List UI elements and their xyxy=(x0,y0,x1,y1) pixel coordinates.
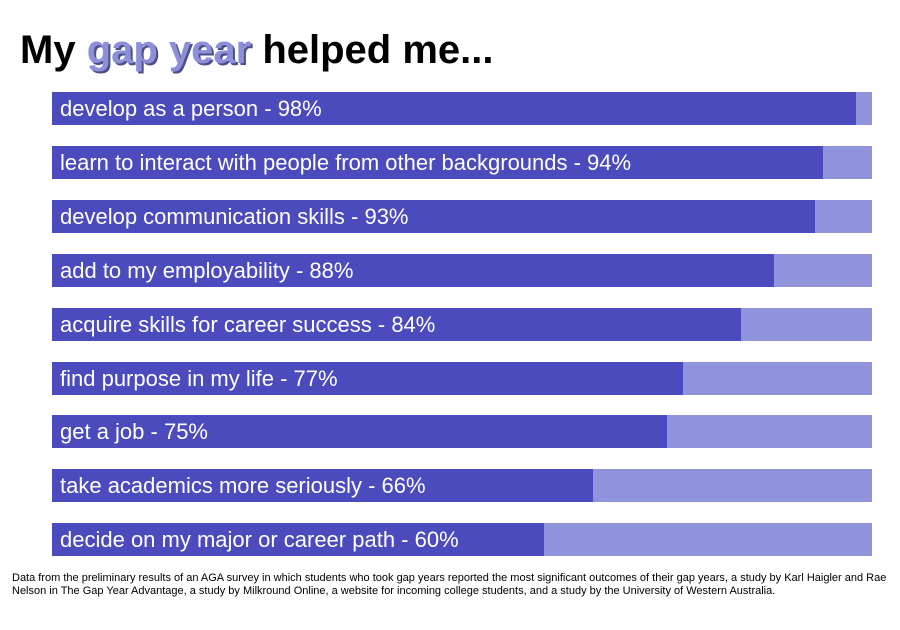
title-prefix: My xyxy=(20,28,87,72)
bar-track-5: acquire skills for career success - 84% xyxy=(52,308,872,341)
bar-1 xyxy=(52,92,856,125)
bar-track-6: find purpose in my life - 77% xyxy=(52,362,872,395)
source-footnote: Data from the preliminary results of an … xyxy=(12,572,887,597)
bar-2 xyxy=(52,146,823,179)
chart-title: My gap year helped me... xyxy=(20,28,494,72)
title-suffix: helped me... xyxy=(251,28,494,72)
bar-track-1: develop as a person - 98% xyxy=(52,92,872,125)
bar-6 xyxy=(52,362,683,395)
bar-track-4: add to my employability - 88% xyxy=(52,254,872,287)
bar-label-2: learn to interact with people from other… xyxy=(60,150,632,175)
title-highlight: gap year xyxy=(86,28,252,72)
bar-label-5: acquire skills for career success - 84% xyxy=(60,312,436,337)
bar-7 xyxy=(52,415,667,448)
bar-label-7: get a job - 75% xyxy=(60,419,208,444)
bar-label-4: add to my employability - 88% xyxy=(60,258,354,283)
bar-label-6: find purpose in my life - 77% xyxy=(60,366,338,391)
bar-5 xyxy=(52,308,741,341)
bar-track-9: decide on my major or career path - 60% xyxy=(52,523,872,556)
bar-3 xyxy=(52,200,815,233)
bar-8 xyxy=(52,469,593,502)
bar-4 xyxy=(52,254,774,287)
bar-chart: develop as a person - 98% learn to intera… xyxy=(52,92,872,556)
bar-track-3: develop communication skills - 93% xyxy=(52,200,872,233)
bar-track-8: take academics more seriously - 66% xyxy=(52,469,872,502)
bar-label-1: develop as a person - 98% xyxy=(60,96,322,121)
bar-label-8: take academics more seriously - 66% xyxy=(60,473,426,498)
bar-label-3: develop communication skills - 93% xyxy=(60,204,409,229)
bar-9 xyxy=(52,523,544,556)
bar-label-9: decide on my major or career path - 60% xyxy=(60,527,459,552)
bar-track-2: learn to interact with people from other… xyxy=(52,146,872,179)
bar-track-7: get a job - 75% xyxy=(52,415,872,448)
